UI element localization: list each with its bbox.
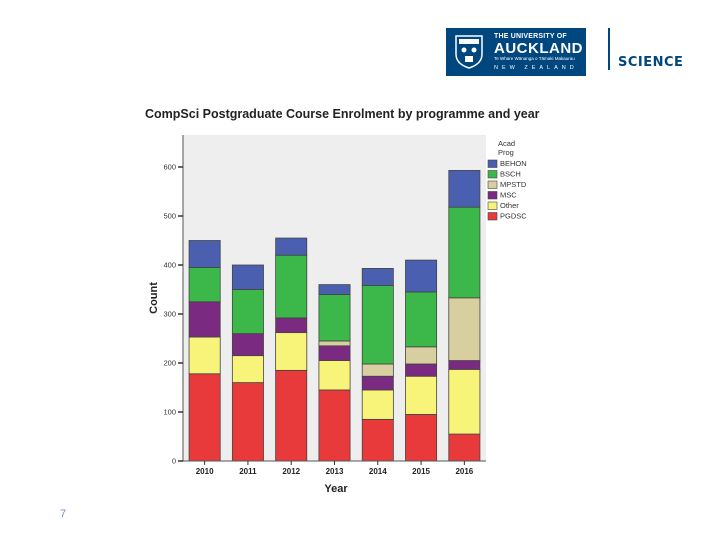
legend-label-mpstd: MPSTD xyxy=(500,180,527,189)
legend-label-other: Other xyxy=(500,201,519,210)
bar-msc-2012 xyxy=(275,317,308,334)
crest-icon xyxy=(455,35,483,69)
bar-bsch-2016 xyxy=(448,206,481,299)
y-tick-label: 400 xyxy=(163,261,176,270)
bar-bsch-2015 xyxy=(405,291,438,348)
bar-behon-2013 xyxy=(318,284,351,295)
bar-behon-2015 xyxy=(405,259,438,293)
bar-behon-2010 xyxy=(188,240,221,268)
legend-swatch-bsch xyxy=(487,170,498,179)
legend-swatch-mpstd xyxy=(487,180,498,189)
y-tick-label: 500 xyxy=(163,212,176,221)
y-tick-label: 300 xyxy=(163,310,176,319)
bar-mpstd-2016 xyxy=(448,297,481,361)
legend-swatch-msc xyxy=(487,191,498,200)
bar-bsch-2012 xyxy=(275,254,308,319)
page-number: 7 xyxy=(60,508,67,520)
legend-swatch-other xyxy=(487,201,498,210)
legend-swatch-behon xyxy=(487,159,498,168)
y-axis-label: Count xyxy=(148,282,160,314)
logo-line-2: AUCKLAND xyxy=(494,40,583,57)
bar-other-2013 xyxy=(318,360,351,391)
bar-other-2011 xyxy=(231,355,264,383)
bar-other-2012 xyxy=(275,332,308,371)
bar-other-2014 xyxy=(361,389,394,420)
bar-behon-2016 xyxy=(448,170,481,208)
bar-pgdsc-2016 xyxy=(448,433,481,462)
bar-mpstd-2015 xyxy=(405,346,438,365)
bar-behon-2012 xyxy=(275,237,308,256)
bar-behon-2011 xyxy=(231,264,264,290)
bar-pgdsc-2010 xyxy=(188,373,221,462)
x-axis: 2010 2011 2012 2013 2014 2015 2016 xyxy=(183,460,486,476)
bar-msc-2014 xyxy=(361,375,394,391)
legend-label-msc: MSC xyxy=(500,191,517,200)
bar-msc-2015 xyxy=(405,363,438,377)
legend-title: Acad xyxy=(498,139,515,148)
university-logo: THE UNIVERSITY OF AUCKLAND Te Whare Wāna… xyxy=(446,28,586,76)
legend-swatch-pgdsc xyxy=(487,212,498,221)
bar-bsch-2014 xyxy=(361,285,394,365)
x-tick-label: 2013 xyxy=(326,467,344,476)
bar-pgdsc-2011 xyxy=(231,382,264,462)
bar-behon-2014 xyxy=(361,268,394,286)
x-axis-label: Year xyxy=(324,483,348,495)
x-tick-label: 2010 xyxy=(196,467,214,476)
bar-other-2015 xyxy=(405,375,438,415)
y-tick-label: 600 xyxy=(163,163,176,172)
legend-label-pgdsc: PGDSC xyxy=(500,212,527,221)
bar-mpstd-2013 xyxy=(318,340,351,347)
header-divider xyxy=(608,28,610,70)
legend-label-behon: BEHON xyxy=(500,159,527,168)
y-axis: 0 100 200 300 400 500 600 xyxy=(163,135,184,466)
bar-group xyxy=(188,170,481,462)
bar-bsch-2011 xyxy=(231,289,264,334)
bar-other-2016 xyxy=(448,368,481,435)
bar-msc-2016 xyxy=(448,360,481,370)
legend-title: Prog xyxy=(498,148,514,157)
y-tick-label: 0 xyxy=(172,457,176,466)
bar-pgdsc-2013 xyxy=(318,389,351,462)
faculty-label: SCIENCE xyxy=(618,55,684,70)
bar-pgdsc-2012 xyxy=(275,369,308,462)
bar-msc-2011 xyxy=(231,333,264,357)
bar-pgdsc-2015 xyxy=(405,414,438,462)
logo-line-1: THE UNIVERSITY OF xyxy=(494,33,567,40)
y-tick-label: 200 xyxy=(163,359,176,368)
y-tick-label: 100 xyxy=(163,408,176,417)
bar-msc-2013 xyxy=(318,345,351,361)
x-tick-label: 2012 xyxy=(282,467,300,476)
bar-bsch-2013 xyxy=(318,293,351,342)
x-tick-label: 2016 xyxy=(455,467,473,476)
bar-msc-2010 xyxy=(188,301,221,338)
bar-mpstd-2014 xyxy=(361,363,394,377)
legend-label-bsch: BSCH xyxy=(500,170,521,179)
chart-title: CompSci Postgraduate Course Enrolment by… xyxy=(145,107,540,121)
logo-line-4: NEW ZEALAND xyxy=(494,65,578,71)
x-tick-label: 2014 xyxy=(369,467,387,476)
x-tick-label: 2011 xyxy=(239,467,257,476)
x-tick-label: 2015 xyxy=(412,467,430,476)
bar-bsch-2010 xyxy=(188,267,221,303)
bar-pgdsc-2014 xyxy=(361,418,394,462)
bar-other-2010 xyxy=(188,336,221,375)
logo-line-3: Te Whare Wānanga o Tāmaki Makaurau xyxy=(494,56,575,61)
